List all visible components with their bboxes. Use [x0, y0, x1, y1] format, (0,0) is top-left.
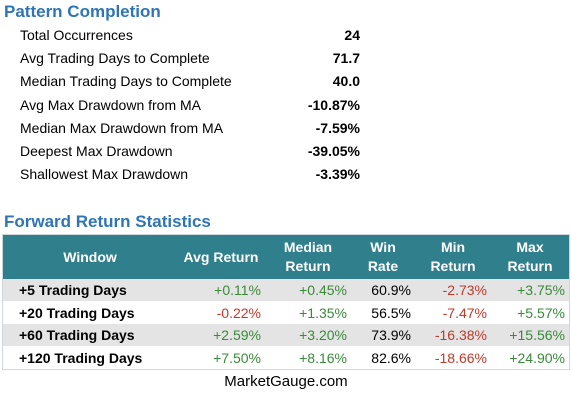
stat-value: 40.0: [332, 73, 360, 90]
header-window: Window: [63, 248, 117, 265]
cell-window: +60 Trading Days: [19, 327, 135, 343]
stat-label: Median Trading Days to Complete: [20, 73, 232, 90]
cell-max-return: +5.57%: [517, 304, 565, 321]
forward-return-title: Forward Return Statistics: [4, 212, 211, 231]
header-win-line2: Rate: [367, 258, 399, 274]
cell-min-return: -18.66%: [434, 349, 487, 366]
stat-row: Median Max Drawdown from MA -7.59%: [20, 117, 360, 140]
cell-window: +120 Trading Days: [19, 349, 143, 366]
cell-min-return: -7.47%: [442, 304, 487, 321]
table-row: +60 Trading Days +2.59% +3.20% 73.9% -16…: [3, 324, 569, 347]
cell-max-return: +3.75%: [517, 282, 565, 298]
cell-avg-return: +7.50%: [213, 349, 261, 366]
header-avg-return: Avg Return: [183, 248, 259, 265]
pattern-completion-title: Pattern Completion: [4, 2, 161, 21]
header-min-return: Min Return: [415, 235, 491, 279]
cell-avg-return: +2.59%: [213, 327, 261, 343]
header-min-line2: Return: [430, 258, 476, 274]
header-min-line1: Min: [440, 239, 466, 255]
cell-avg-return: +0.11%: [214, 282, 261, 298]
cell-min-return: -16.38%: [434, 327, 487, 343]
header-win-rate: Win Rate: [351, 235, 415, 279]
stat-label: Total Occurrences: [20, 27, 133, 43]
table-row: +120 Trading Days +7.50% +8.16% 82.6% -1…: [3, 346, 569, 369]
stat-row: Shallowest Max Drawdown -3.39%: [20, 163, 360, 186]
cell-max-return: +15.56%: [509, 327, 565, 343]
stat-value: 71.7: [332, 50, 360, 67]
header-win-line1: Win: [370, 239, 396, 255]
header-max-line1: Max: [516, 239, 544, 255]
header-max-return: Max Return: [491, 235, 569, 279]
footer-source: MarketGauge.com: [224, 373, 348, 390]
cell-window: +20 Trading Days: [19, 304, 135, 321]
header-median-line2: Return: [285, 258, 331, 274]
header-median-line1: Median: [283, 239, 333, 255]
stat-row: Total Occurrences 24: [20, 24, 360, 47]
stat-label: Avg Trading Days to Complete: [20, 50, 210, 67]
cell-median-return: +0.45%: [299, 282, 347, 298]
cell-window: +5 Trading Days: [19, 282, 127, 298]
stat-value: -39.05%: [307, 142, 360, 159]
stat-value: 24: [344, 27, 360, 43]
table-row: +5 Trading Days +0.11% +0.45% 60.9% -2.7…: [3, 279, 569, 302]
cell-win-rate: 56.5%: [371, 304, 411, 321]
cell-median-return: +1.35%: [299, 304, 347, 321]
stat-row: Avg Trading Days to Complete 71.7: [20, 47, 360, 70]
cell-min-return: -2.73%: [442, 282, 487, 298]
pattern-completion-stats: Total Occurrences 24 Avg Trading Days to…: [20, 24, 360, 186]
stat-label: Median Max Drawdown from MA: [20, 119, 224, 136]
header-max-line2: Return: [507, 258, 553, 274]
stat-row: Deepest Max Drawdown -39.05%: [20, 140, 360, 163]
stat-value: -7.59%: [315, 119, 360, 136]
stat-row: Median Trading Days to Complete 40.0: [20, 70, 360, 93]
cell-win-rate: 82.6%: [371, 349, 411, 366]
stat-label: Avg Max Drawdown from MA: [20, 96, 202, 113]
cell-avg-return: -0.22%: [216, 304, 261, 321]
forward-return-table: Window Avg Return Median Return Win Rate M…: [2, 234, 570, 370]
cell-win-rate: 73.9%: [371, 327, 411, 343]
cell-max-return: +24.90%: [509, 349, 565, 366]
stat-label: Shallowest Max Drawdown: [20, 166, 189, 183]
stat-row: Avg Max Drawdown from MA -10.87%: [20, 94, 360, 117]
table-row: +20 Trading Days -0.22% +1.35% 56.5% -7.…: [3, 301, 569, 324]
stat-value: -10.87%: [307, 96, 360, 113]
stat-value: -3.39%: [315, 166, 360, 183]
cell-median-return: +8.16%: [299, 349, 347, 366]
table-header: Window Avg Return Median Return Win Rate M…: [3, 235, 569, 279]
cell-win-rate: 60.9%: [371, 282, 411, 298]
stat-label: Deepest Max Drawdown: [20, 142, 173, 159]
header-median-return: Median Return: [265, 235, 351, 279]
cell-median-return: +3.20%: [299, 327, 347, 343]
